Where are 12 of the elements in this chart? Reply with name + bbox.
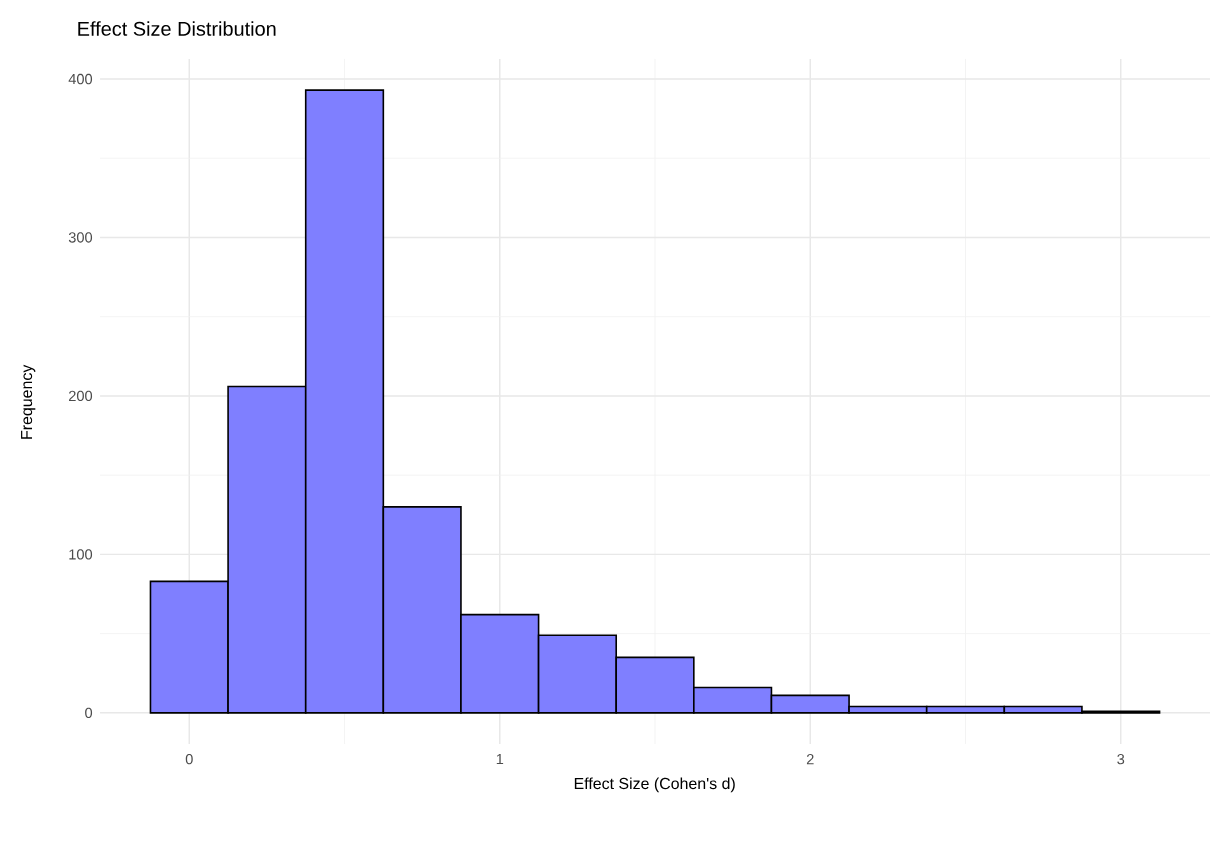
x-tick-label: 1	[496, 754, 504, 765]
y-tick-label: 300	[68, 232, 93, 243]
x-axis-title: Effect Size (Cohen's d)	[574, 777, 735, 793]
y-tick-label: 400	[68, 73, 93, 85]
chart-title: Effect Size Distribution	[78, 21, 276, 36]
x-tick-label: 2	[806, 754, 814, 765]
y-tick-label: 0	[85, 707, 93, 719]
y-tick-label: 100	[69, 549, 93, 560]
x-tick-label: 0	[185, 754, 193, 765]
y-tick-label: 200	[69, 390, 93, 402]
x-tick-label: 3	[1117, 754, 1125, 765]
y-axis-title: Frequency	[21, 364, 36, 439]
